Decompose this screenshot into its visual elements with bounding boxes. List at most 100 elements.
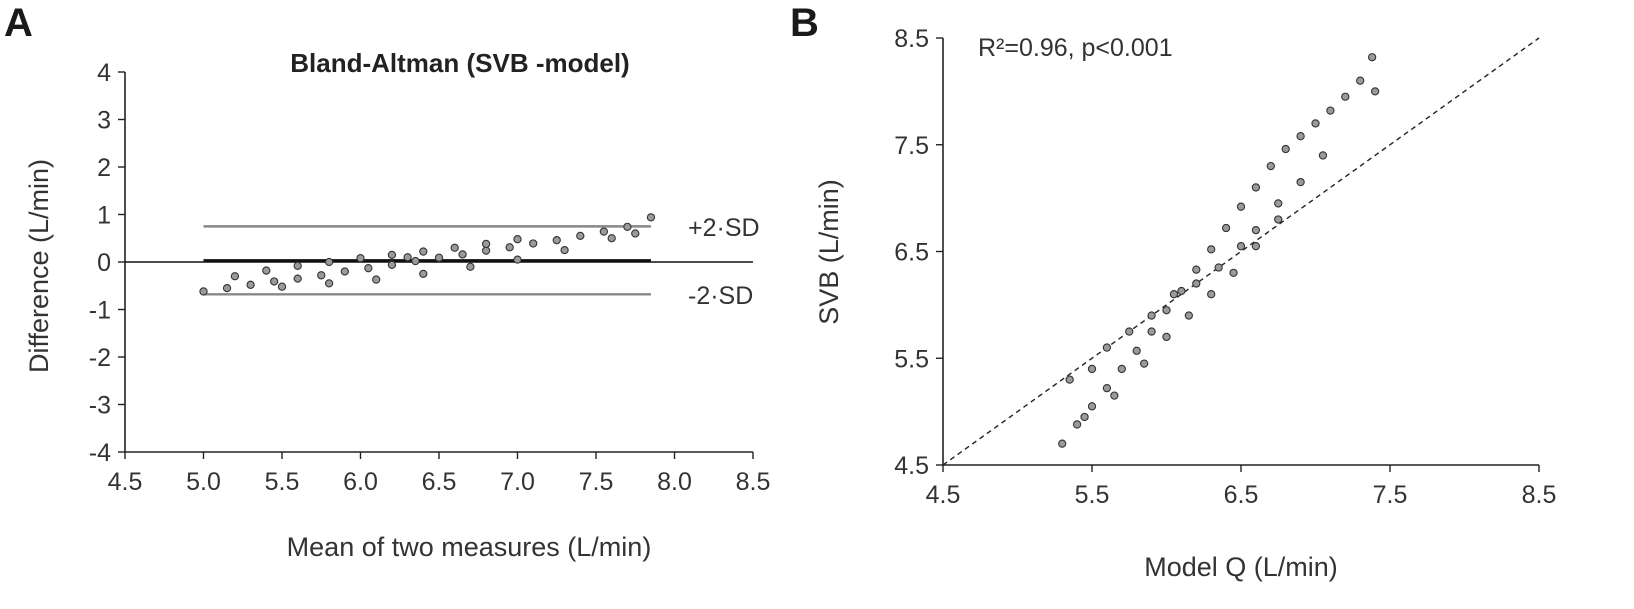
panel-a-data-point (387, 260, 397, 269)
panel-b-identity-line (942, 37, 1540, 466)
panel-a-data-point (599, 227, 608, 236)
panel-a-data-point (576, 231, 585, 241)
panel-a-data-point (646, 213, 656, 222)
panel-b-data-point (1072, 420, 1082, 429)
panel-a-x-tick-label: 8.0 (657, 468, 692, 496)
panel-a-data-point (293, 274, 302, 283)
panel-a-x-tick-label: 7.0 (500, 468, 535, 496)
panel-b-data-point (1367, 53, 1377, 62)
panel-a-data-point (411, 256, 420, 266)
panel-a-reference-lines (125, 225, 753, 296)
panel-b-data-point (1080, 412, 1089, 422)
panel-b-x-ticks: 4.5 5.5 6.5 7.5 8.5 (926, 465, 1557, 509)
panel-a-plus-2sd-label: +2·SD (688, 214, 760, 242)
panel-a-data-point (269, 277, 279, 286)
panel-a-data-point (513, 235, 522, 244)
panel-b-data-point (1102, 343, 1112, 352)
panel-b-data-point (1296, 132, 1305, 141)
panel-a-data-point (513, 255, 522, 264)
panel-a-data-point (317, 271, 326, 280)
panel-a-title: Bland-Altman (SVB -model) (290, 48, 629, 78)
panel-b-data-point (1207, 245, 1216, 254)
panel-b-data-point (1251, 225, 1261, 235)
panel-b-y-tick-label: 6.5 (894, 239, 929, 267)
panel-a-data-point (246, 280, 255, 289)
panel-a-y-tick-label: -3 (89, 392, 111, 420)
panel-a-data-point (293, 261, 302, 270)
panel-a-data-point (277, 282, 287, 291)
panel-a-data-point (419, 269, 428, 279)
panel-a-y-tick-label: -1 (89, 297, 111, 325)
panel-a-data-point (552, 235, 561, 245)
panel-b-data-point (1065, 375, 1074, 384)
panel-a-x-tick-label: 4.5 (108, 468, 143, 496)
panel-b-data-point (1318, 151, 1328, 160)
panel-a-data-point (481, 239, 491, 249)
panel-a-data-point (324, 279, 334, 288)
panel-a-x-tick-label: 5.5 (265, 468, 300, 496)
panel-b-data-point (1281, 144, 1290, 154)
panel-b-data-point (1236, 242, 1246, 251)
panel-a-data-point (364, 264, 373, 273)
panel-a-y-tick-label: 3 (97, 107, 111, 135)
panel-b-data-point (1184, 311, 1193, 320)
panel-a-y-tick-label: 2 (97, 154, 111, 182)
panel-b-label: B (790, 1, 819, 45)
panel-a-data-point (387, 250, 397, 260)
panel-a-data-point (529, 239, 538, 248)
panel-a-x-tick-label: 5.0 (186, 468, 221, 496)
panel-b-data-point (1221, 223, 1231, 233)
panel-a-data-point (372, 275, 381, 284)
panel-a-x-tick-label: 7.5 (579, 468, 614, 496)
panel-a-y-axis-label: Difference (L/min) (24, 159, 54, 373)
panel-b-x-axis-label: Model Q (L/min) (1144, 552, 1338, 582)
panel-a-data-point (324, 257, 334, 267)
panel-b-x-tick-label: 5.5 (1075, 481, 1110, 509)
panel-b-agreement: B SVB (L/min) Model Q (L/min) 4.5 5.5 6.5 7… (790, 1, 1556, 582)
panel-a-points (199, 213, 656, 296)
panel-a-x-axis-label: Mean of two measures (L/min) (287, 532, 652, 562)
panel-b-y-tick-label: 7.5 (894, 132, 929, 160)
panel-a-x-tick-label: 8.5 (736, 468, 771, 496)
panel-b-data-point (1087, 402, 1097, 411)
panel-a-data-point (230, 272, 240, 281)
panel-b-data-point (1192, 279, 1201, 288)
panel-b-data-point (1370, 87, 1380, 96)
panel-b-x-tick-label: 8.5 (1522, 481, 1557, 509)
panel-b-data-point (1251, 242, 1261, 251)
panel-b-data-point (1147, 311, 1156, 320)
panel-b-data-point (1162, 306, 1171, 315)
panel-b-y-tick-label: 5.5 (894, 345, 929, 373)
panel-a-y-tick-label: -2 (89, 344, 111, 372)
panel-b-data-point (1087, 364, 1097, 374)
panel-a-data-point (607, 234, 616, 243)
panel-b-data-point (1236, 202, 1246, 211)
panel-b-x-tick-label: 7.5 (1373, 481, 1408, 509)
panel-a-x-tick-label: 6.5 (422, 468, 457, 496)
panel-b-data-point (1192, 265, 1201, 274)
panel-a-data-point (466, 262, 475, 271)
panel-a-y-tick-label: 0 (97, 249, 111, 277)
panel-b-data-point (1274, 199, 1283, 208)
panel-b-data-point (1117, 364, 1126, 374)
panel-a-data-point (356, 254, 365, 263)
panel-a-y-tick-label: 4 (97, 59, 111, 87)
panel-b-data-point (1341, 92, 1350, 101)
panel-b-data-point (1311, 119, 1320, 128)
panel-b-data-point (1214, 263, 1223, 272)
panel-a-data-point (262, 266, 271, 275)
panel-b-y-ticks: 8.5 7.5 6.5 5.5 4.5 (894, 25, 943, 480)
panel-a-data-point (631, 229, 640, 238)
panel-b-data-point (1169, 290, 1179, 299)
panel-b-data-point (1296, 177, 1305, 187)
panel-a-label: A (4, 1, 33, 45)
panel-a-data-point (403, 253, 412, 262)
panel-a-y-tick-label: -4 (89, 439, 111, 467)
panel-a-y-ticks: 4 3 2 1 0 -1 -2 -3 -4 (89, 59, 125, 467)
panel-a-data-point (458, 250, 467, 259)
panel-a-data-point (419, 247, 428, 256)
panel-b-points (1058, 53, 1380, 448)
panel-b-data-point (1207, 290, 1216, 299)
panel-a-data-point (340, 267, 349, 276)
